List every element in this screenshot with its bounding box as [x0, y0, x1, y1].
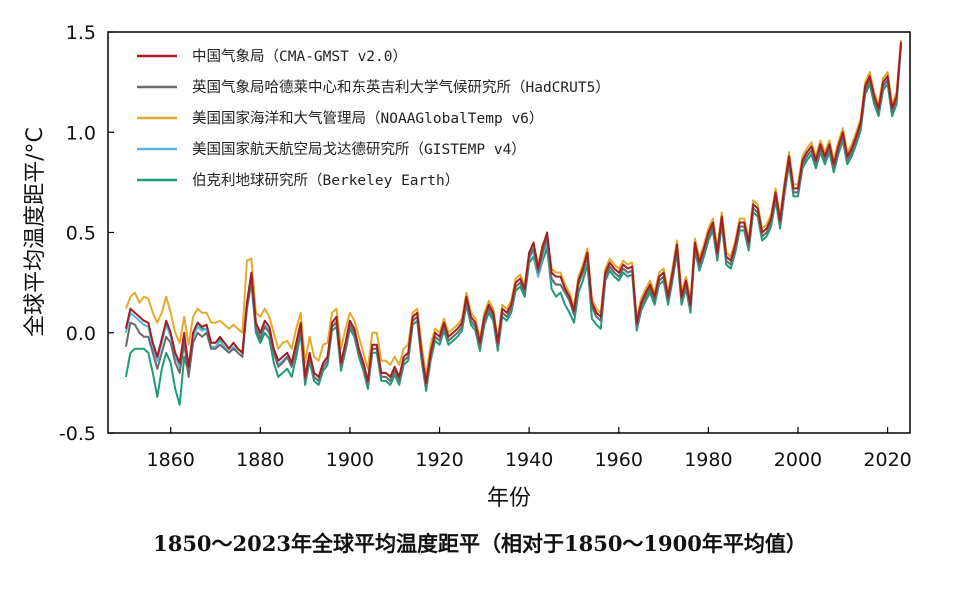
x-tick-label: 1860: [147, 449, 195, 471]
series-layer: [124, 39, 902, 406]
x-tick-label: 1900: [326, 449, 374, 471]
legend-label-3: 美国国家航天航空局戈达德研究所（GISTEMP v4）: [192, 141, 526, 158]
series-line-0: [124, 41, 902, 384]
legend-label-1: 英国气象局哈德莱中心和东英吉利大学气候研究所（HadCRUT5）: [192, 78, 610, 96]
legend-label-0: 中国气象局（CMA-GMST v2.0）: [192, 48, 407, 65]
y-tick-label: 0.0: [66, 323, 96, 345]
y-tick-label: 1.5: [66, 22, 96, 44]
x-tick-label: 1880: [236, 449, 284, 471]
y-tick-label: 0.5: [66, 223, 96, 245]
tick-layer: 1860 1880 1900 1920 1940 1960 1980 2000 2020 1.5 1…: [59, 22, 912, 471]
x-axis-title: 年份: [487, 486, 531, 511]
y-tick-label: -0.5: [59, 423, 96, 445]
x-tick-label: 1920: [415, 449, 463, 471]
x-tick-label: 1940: [505, 449, 553, 471]
y-axis-title: 全球平均温度距平/°C: [23, 127, 48, 337]
figure-caption: 1850～2023年全球平均温度距平（相对于1850～1900年平均值）: [153, 531, 807, 556]
legend: 中国气象局（CMA-GMST v2.0） 英国气象局哈德莱中心和东英吉利大学气候研…: [137, 48, 610, 189]
y-tick-label: 1.0: [66, 122, 96, 144]
x-tick-label: 1960: [595, 449, 643, 471]
legend-label-4: 伯克利地球研究所（Berkeley Earth）: [192, 172, 459, 189]
legend-label-2: 美国国家海洋和大气管理局（NOAAGlobalTemp v6）: [192, 110, 543, 127]
x-tick-label: 1980: [684, 449, 732, 471]
x-tick-label: 2000: [774, 449, 822, 471]
x-tick-label: 2020: [863, 449, 911, 471]
